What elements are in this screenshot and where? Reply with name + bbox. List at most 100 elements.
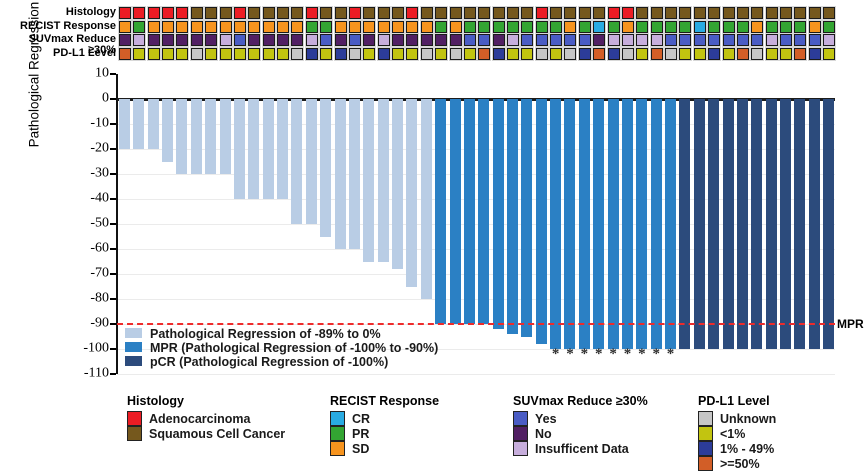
- patient-bar: [119, 99, 130, 149]
- patient-bar: [463, 99, 475, 324]
- track-cell: [435, 47, 448, 60]
- asterisk-marker: *: [666, 346, 675, 362]
- track-cell: [578, 34, 591, 46]
- patient-bar: [162, 99, 174, 162]
- track-cell: [550, 34, 563, 46]
- patient-bar: [751, 99, 763, 349]
- y-tick-label: -10: [90, 115, 109, 131]
- track-cell: [780, 47, 793, 60]
- track-cell: [392, 34, 405, 46]
- track-cell: [722, 7, 735, 19]
- track-cell: [334, 47, 347, 60]
- patient-bar: [708, 99, 720, 349]
- zero-baseline: [117, 97, 835, 101]
- y-tick: [110, 173, 116, 175]
- track-cell: [277, 20, 290, 33]
- track-cell: [506, 47, 519, 60]
- legend-item-label: PR: [352, 426, 370, 441]
- track-cell: [808, 20, 821, 33]
- y-axis-line: [116, 74, 118, 374]
- asterisk-marker: *: [638, 346, 646, 362]
- patient-bar: [305, 99, 317, 224]
- track-cell: [348, 47, 361, 60]
- track-cell: [564, 47, 577, 60]
- y-tick-label: -110: [83, 365, 109, 381]
- gridline: [117, 174, 835, 175]
- track-cell: [708, 34, 721, 46]
- track-cell: [320, 20, 333, 33]
- track-cell: [162, 47, 175, 60]
- track-cell: [420, 34, 433, 46]
- legend-item-swatch: [513, 441, 528, 456]
- patient-bar: [248, 99, 260, 199]
- legend-item-label: Adenocarcinoma: [149, 411, 251, 426]
- track-cell: [564, 20, 577, 33]
- track-cell: [334, 20, 347, 33]
- y-tick: [110, 298, 116, 300]
- patient-bar: [205, 99, 217, 174]
- track-cell: [521, 20, 534, 33]
- track-cell: [133, 47, 146, 60]
- patient-bar: [506, 99, 518, 334]
- legend-label-pr: Pathological Regression of -89% to 0%: [150, 326, 381, 341]
- track-cell: [679, 20, 692, 33]
- track-cell: [492, 20, 505, 33]
- patient-bar: [420, 99, 432, 299]
- y-tick-label: -80: [90, 290, 109, 306]
- track-cell: [277, 34, 290, 46]
- patient-bar: [190, 99, 202, 174]
- track-cell: [794, 20, 807, 33]
- track-cell: [578, 47, 591, 60]
- track-cell: [665, 7, 678, 19]
- track-cell: [406, 7, 419, 19]
- legend-item-label: Squamous Cell Cancer: [149, 426, 286, 441]
- track-cell: [162, 20, 175, 33]
- track-cell: [176, 34, 189, 46]
- asterisk-marker: *: [580, 346, 589, 362]
- patient-bar: [765, 99, 777, 349]
- track-cell: [435, 7, 448, 19]
- track-cell: [205, 20, 218, 33]
- track-cell: [334, 34, 347, 46]
- track-cell: [147, 47, 160, 60]
- track-cell: [262, 7, 275, 19]
- legend-item-swatch: [698, 426, 713, 441]
- y-tick-label: -40: [90, 190, 109, 206]
- track-cell: [823, 20, 836, 33]
- legend-item-label: >=50%: [720, 456, 760, 471]
- track-cell: [693, 47, 706, 60]
- patient-bar: [794, 99, 806, 349]
- track-cell: [133, 7, 146, 19]
- gridline: [117, 199, 835, 200]
- legend-item-label: 1% - 49%: [720, 441, 775, 456]
- track-cell: [233, 20, 246, 33]
- track-cell: [119, 7, 131, 19]
- patient-bar: [176, 99, 188, 174]
- y-tick: [110, 148, 116, 150]
- track-cell: [190, 20, 203, 33]
- track-cell: [593, 7, 606, 19]
- asterisk-marker: *: [609, 346, 617, 362]
- gridline: [117, 299, 835, 300]
- track-cell: [765, 20, 778, 33]
- track-cell: [679, 34, 692, 46]
- y-axis-title: Pathological Regression (%): [26, 0, 42, 148]
- patient-bar: [147, 99, 159, 149]
- track-cell: [650, 47, 663, 60]
- patient-bar: [665, 99, 677, 349]
- gridline: [117, 149, 835, 150]
- patient-bar: [406, 99, 418, 287]
- y-tick: [110, 273, 116, 275]
- track-cell: [823, 47, 836, 60]
- y-tick-label: -50: [90, 215, 109, 231]
- track-cell: [176, 20, 189, 33]
- patient-bar: [693, 99, 705, 349]
- track-cell: [593, 34, 606, 46]
- legend-group-title: Histology: [127, 394, 184, 408]
- track-cell: [305, 20, 318, 33]
- track-label-3: SUVmax Reduce ≥30%: [28, 33, 116, 56]
- legend-item-swatch: [513, 411, 528, 426]
- patient-bar: [233, 99, 245, 199]
- track-cell: [463, 7, 476, 19]
- legend-item-swatch: [513, 426, 528, 441]
